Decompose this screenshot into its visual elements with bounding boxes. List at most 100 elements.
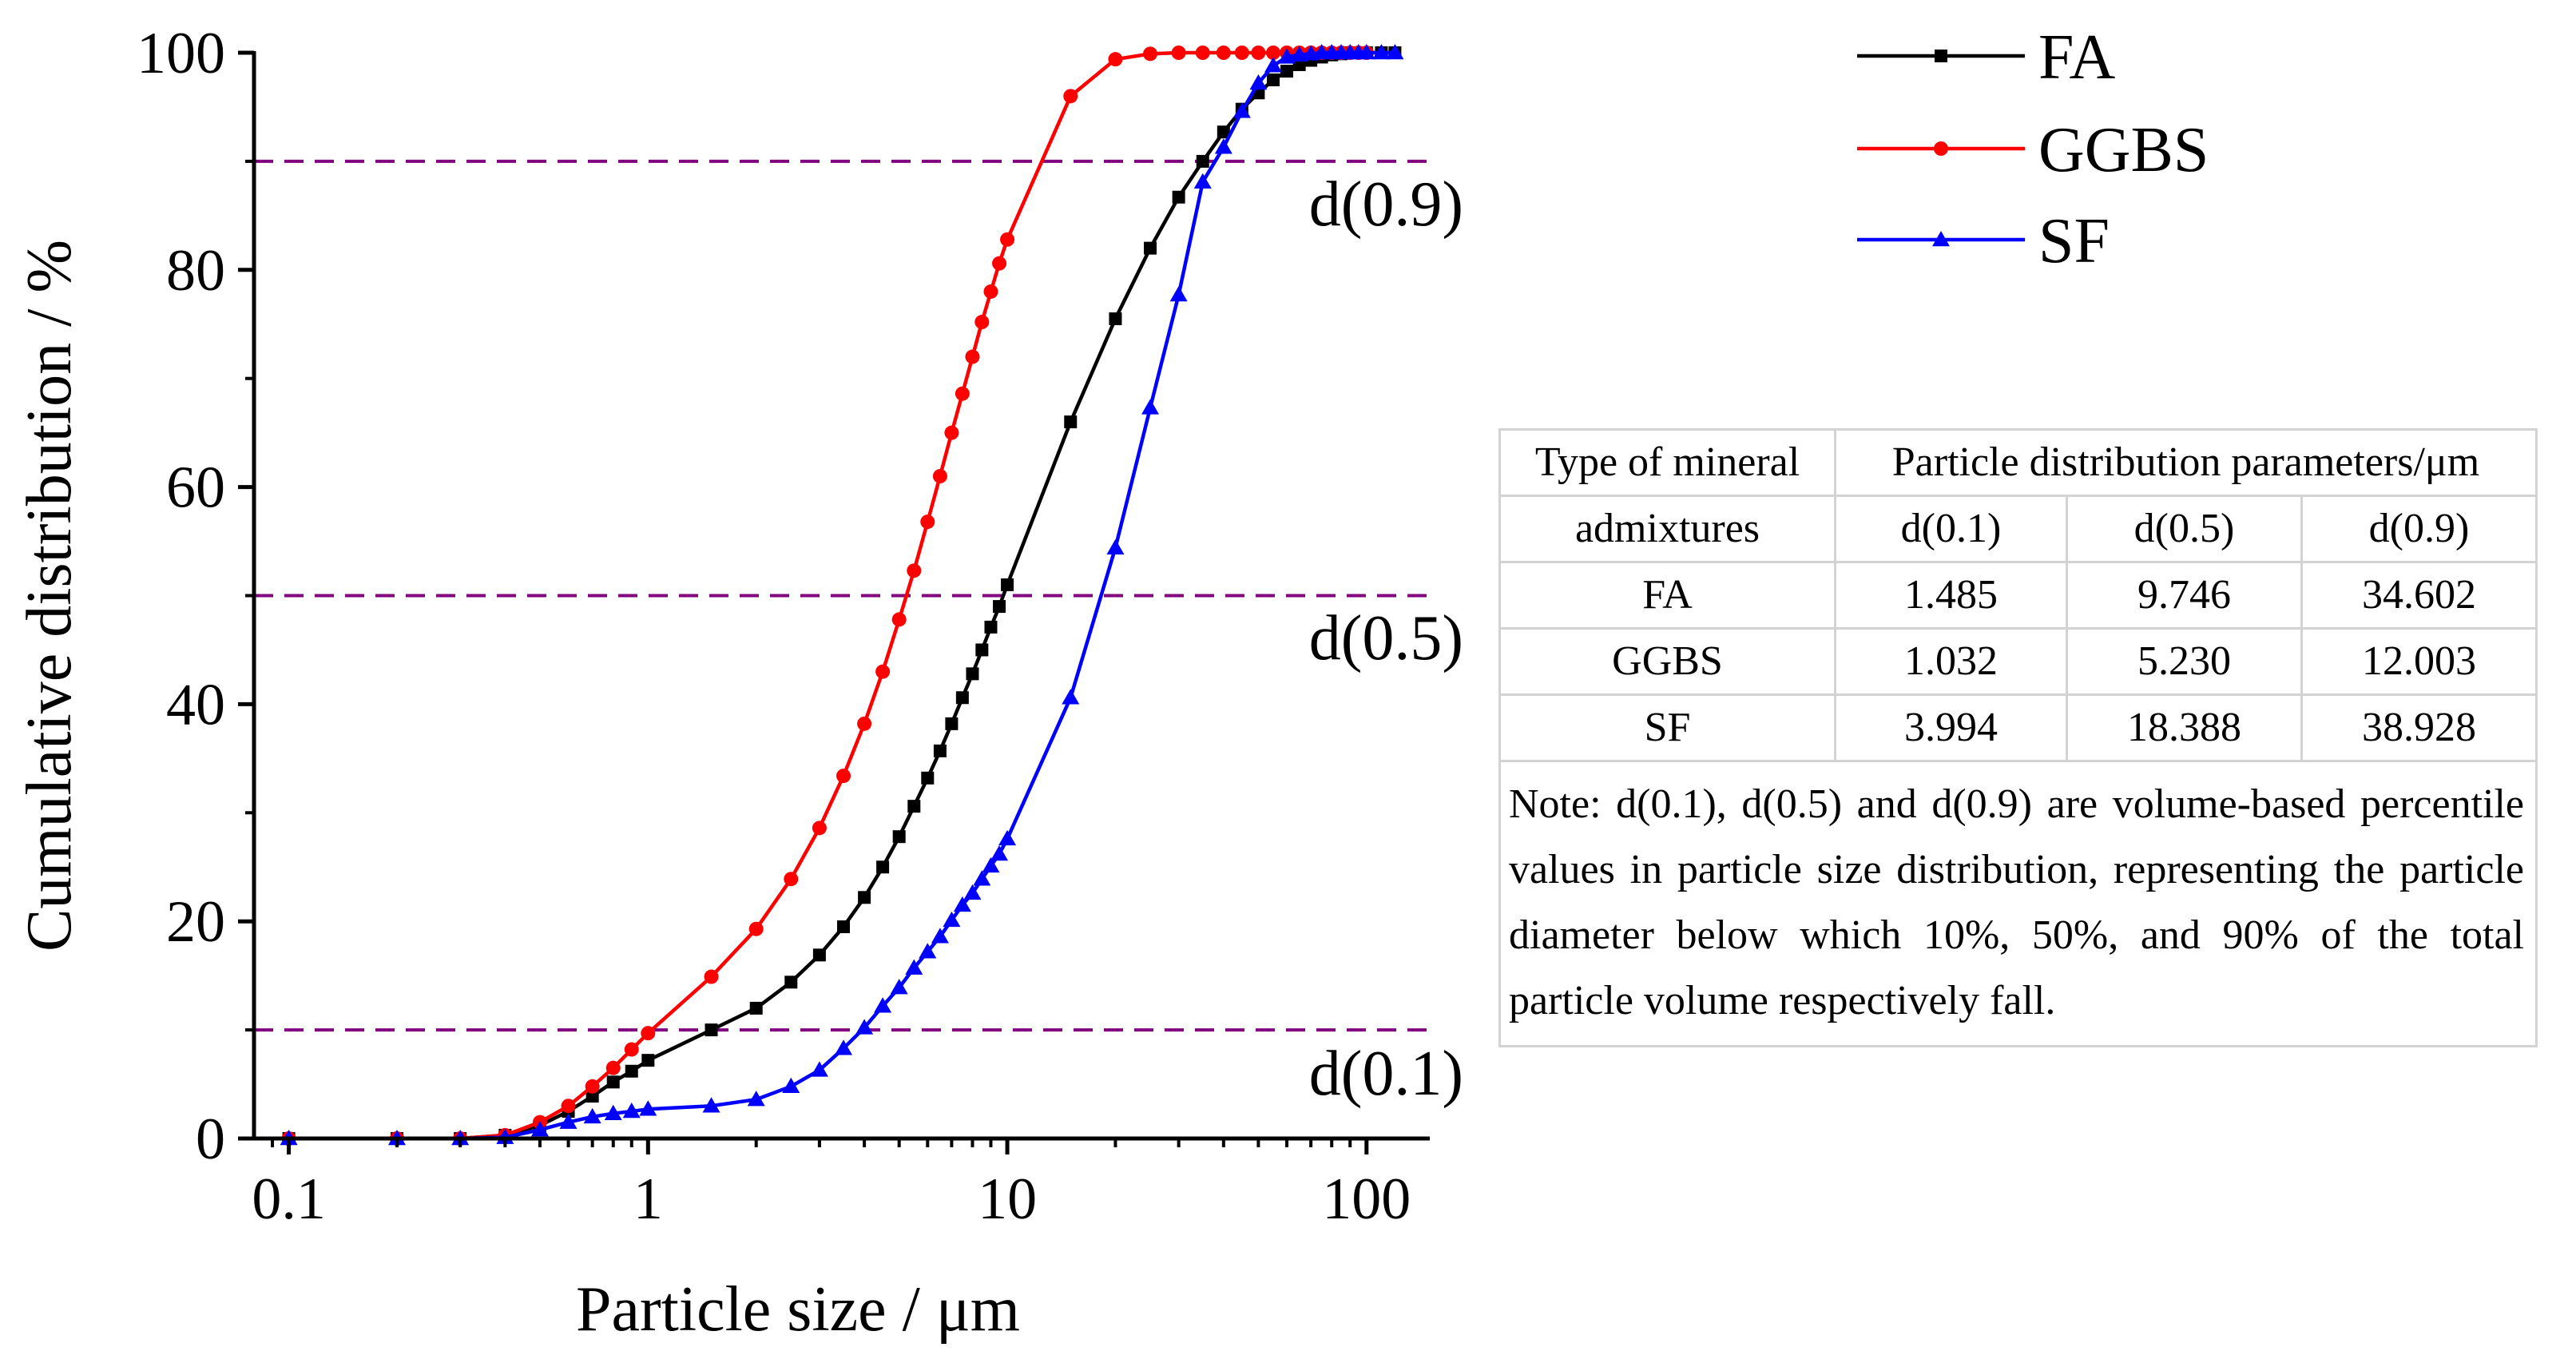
x-tick-label: 100	[1322, 1166, 1411, 1232]
data-point	[966, 667, 979, 681]
row-type: SF	[1498, 693, 1836, 762]
y-tick-label: 40	[166, 672, 225, 737]
data-point	[624, 1042, 639, 1057]
table-header-row-2: admixtures d(0.1) d(0.5) d(0.9)	[1498, 495, 2538, 563]
data-point	[1267, 73, 1280, 86]
data-point	[1141, 399, 1160, 415]
data-point	[892, 830, 906, 844]
data-point	[1000, 232, 1015, 247]
data-point	[837, 920, 851, 933]
row-d09: 34.602	[2300, 561, 2538, 630]
header-type-line2: admixtures	[1498, 495, 1836, 563]
data-point	[953, 896, 971, 912]
y-tick-label: 0	[196, 1107, 225, 1172]
data-point	[891, 612, 907, 627]
series-sf	[280, 44, 1404, 1146]
data-point	[1195, 46, 1210, 60]
data-point	[641, 1054, 655, 1067]
data-point	[975, 643, 989, 657]
data-point	[810, 1061, 828, 1077]
data-point	[963, 884, 982, 900]
data-point	[1232, 102, 1251, 118]
data-point	[1171, 46, 1186, 60]
row-d05: 18.388	[2066, 693, 2303, 762]
data-point	[943, 911, 961, 928]
data-point	[1278, 48, 1296, 64]
data-point	[1109, 312, 1122, 325]
legend-marker-sf	[1932, 231, 1950, 247]
x-tick-label: 10	[978, 1166, 1037, 1232]
legend-label-sf: SF	[2038, 206, 2110, 276]
table-note-row: Note: d(0.1), d(0.5) and d(0.9) are volu…	[1498, 760, 2538, 1047]
x-tick-label: 0.1	[252, 1166, 326, 1232]
data-point	[983, 284, 998, 299]
data-point	[1234, 46, 1249, 60]
data-point	[1193, 173, 1212, 189]
data-point	[1196, 154, 1209, 168]
table-row: GGBS 1.032 5.230 12.003	[1498, 627, 2538, 696]
data-point	[530, 1121, 549, 1137]
data-point	[907, 800, 921, 813]
data-point	[639, 1100, 657, 1116]
data-point	[1249, 74, 1268, 90]
data-point	[1001, 578, 1014, 591]
table-row: SF 3.994 18.388 38.928	[1498, 693, 2538, 762]
legend: FA GGBS SF	[1857, 22, 2209, 276]
data-point	[965, 349, 980, 364]
data-point	[920, 515, 935, 530]
table-row: FA 1.485 9.746 34.602	[1498, 561, 2538, 630]
data-point	[1106, 538, 1125, 554]
data-point	[604, 1104, 622, 1120]
header-type-line1: Type of mineral	[1498, 428, 1836, 497]
data-point	[876, 860, 890, 874]
data-point	[993, 600, 1006, 614]
data-point	[585, 1079, 600, 1094]
row-d09: 12.003	[2300, 627, 2538, 696]
legend-label-ggbs: GGBS	[2038, 115, 2209, 185]
data-point	[606, 1075, 620, 1089]
data-point	[919, 943, 937, 959]
data-point	[921, 771, 935, 785]
table-header-row-1: Type of mineral Particle distribution pa…	[1498, 428, 2538, 497]
header-d09: d(0.9)	[2300, 495, 2538, 563]
data-series	[280, 44, 1404, 1146]
data-point	[955, 691, 969, 705]
data-point	[1063, 89, 1078, 104]
data-point	[749, 1001, 763, 1015]
data-point	[835, 1039, 853, 1055]
data-point	[933, 744, 947, 757]
data-point	[1169, 286, 1188, 302]
data-point	[622, 1103, 641, 1119]
data-point	[1062, 689, 1080, 705]
x-tick-label: 1	[633, 1166, 663, 1232]
y-tick-label: 60	[166, 455, 225, 521]
row-d09: 38.928	[2300, 693, 2538, 762]
row-d01: 3.994	[1834, 693, 2068, 762]
data-point	[855, 1019, 874, 1035]
data-point	[1357, 44, 1375, 60]
data-point	[982, 856, 1000, 873]
reference-label: d(0.1)	[1309, 1039, 1463, 1109]
y-tick-label: 100	[137, 21, 225, 86]
data-point	[998, 829, 1017, 846]
data-point	[748, 921, 764, 936]
row-d01: 1.032	[1834, 627, 2068, 696]
data-point	[1251, 46, 1266, 60]
data-point	[973, 870, 991, 886]
data-point	[875, 664, 891, 679]
data-point	[625, 1064, 638, 1078]
data-point	[704, 969, 719, 984]
legend-marker-ggbs	[1934, 141, 1948, 156]
data-point	[955, 386, 970, 401]
data-point	[1372, 44, 1391, 60]
data-point	[1064, 415, 1078, 429]
data-point	[836, 769, 851, 784]
legend-marker-fa	[1935, 50, 1947, 62]
data-point	[874, 997, 892, 1013]
data-point	[641, 1026, 656, 1041]
data-point	[932, 469, 947, 484]
data-point	[1280, 65, 1294, 78]
reference-lines: d(0.1) d(0.5) d(0.9)	[254, 159, 1463, 1109]
data-point	[944, 425, 959, 440]
